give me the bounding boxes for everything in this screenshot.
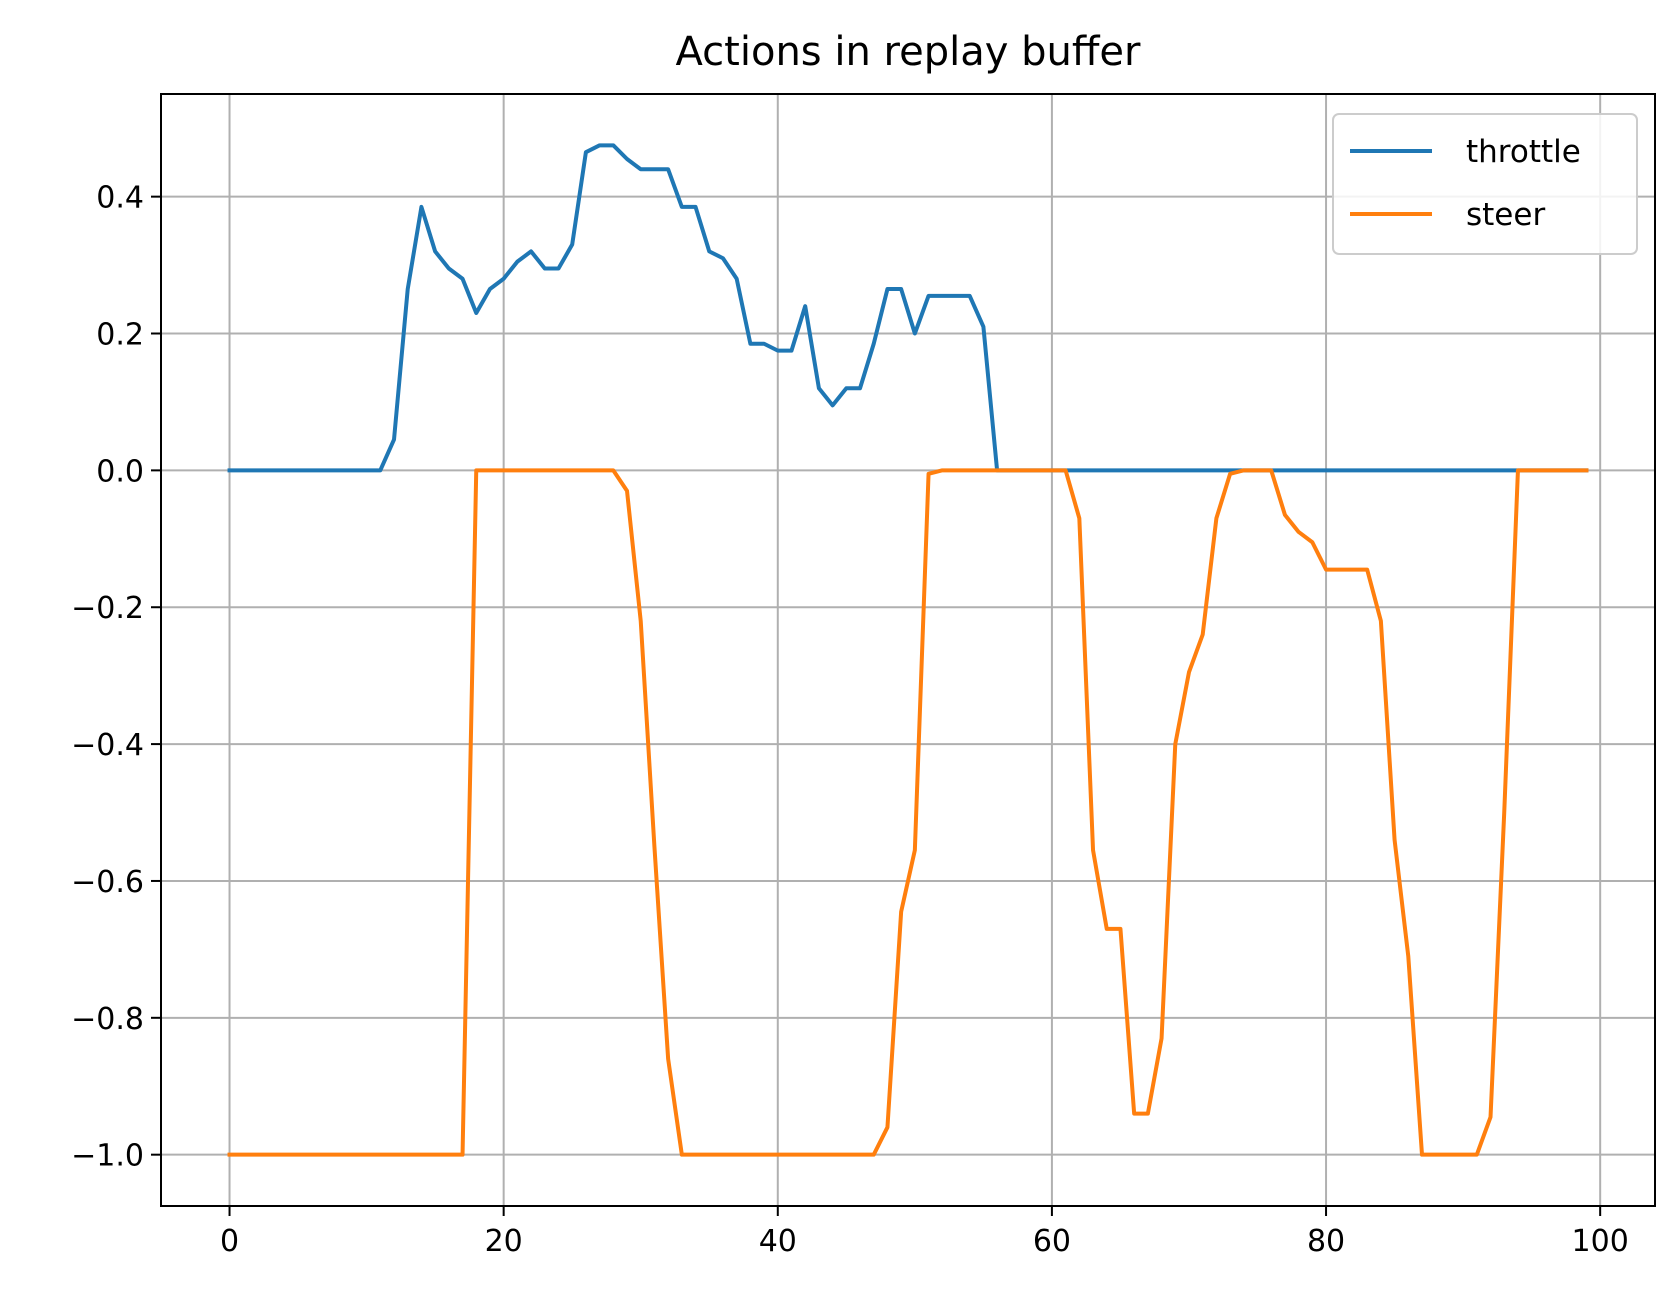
y-tick-label: −0.2 <box>71 591 144 626</box>
y-tick-label: −0.6 <box>71 865 144 900</box>
x-tick-label: 60 <box>1033 1224 1071 1259</box>
legend-label-steer: steer <box>1466 197 1545 233</box>
series-layer <box>227 143 1589 1157</box>
chart-title: Actions in replay buffer <box>676 29 1141 75</box>
y-tick-label: −0.4 <box>71 728 144 763</box>
grid <box>161 94 1655 1206</box>
ticks: 0 20 40 60 80 100 0.4 0.2 0.0 −0.2 −0.4 −0.6 −0.8 −1.… <box>71 181 1629 1259</box>
x-tick-label: 100 <box>1572 1224 1629 1259</box>
x-tick-label: 40 <box>759 1224 797 1259</box>
x-tick-label: 20 <box>485 1224 523 1259</box>
x-tick-label: 80 <box>1307 1224 1345 1259</box>
y-tick-label: −0.8 <box>71 1002 144 1037</box>
y-tick-label: 0.0 <box>96 454 144 489</box>
legend-label-throttle: throttle <box>1466 134 1581 170</box>
series-line-steer <box>227 468 1589 1157</box>
y-tick-label: 0.4 <box>96 181 144 216</box>
y-tick-label: 0.2 <box>96 318 144 353</box>
series-line-throttle <box>227 143 1589 473</box>
y-tick-label: −1.0 <box>71 1139 144 1174</box>
plot-frame <box>160 93 1656 1207</box>
x-tick-label: 0 <box>220 1224 239 1259</box>
legend: throttle steer <box>1332 113 1638 255</box>
